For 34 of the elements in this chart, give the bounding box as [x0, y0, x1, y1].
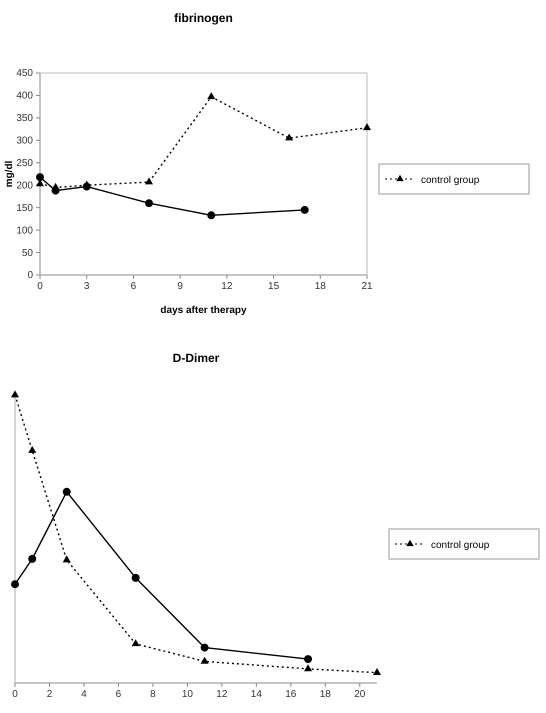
y-tick-label: 50: [22, 248, 34, 259]
y-axis-title: mg/dl: [4, 160, 15, 188]
y-tick-label: 300: [16, 136, 34, 147]
y-tick-label: 250: [16, 158, 34, 169]
x-tick-label: 0: [37, 281, 44, 292]
x-tick-label: 21: [361, 281, 373, 292]
x-tick-label: 3: [84, 281, 90, 292]
x-tick-label: 12: [221, 281, 233, 292]
x-tick-label: 15: [268, 281, 280, 292]
y-tick-label: 400: [16, 90, 34, 102]
x-tick-label: 8: [150, 689, 156, 700]
x-tick-label: 6: [116, 689, 122, 700]
y-tick-label: 350: [16, 113, 34, 124]
x-tick-label: 16: [285, 689, 297, 700]
x-tick-label: 10: [182, 689, 194, 700]
x-tick-label: 4: [81, 689, 88, 700]
y-tick-label: 450: [16, 68, 34, 80]
x-tick-label: 12: [216, 689, 228, 700]
x-tick-label: 18: [320, 689, 332, 700]
y-tick-label: 0: [27, 270, 34, 282]
y-tick-label: 150: [16, 202, 34, 214]
y-tick-label: 100: [16, 225, 34, 236]
x-tick-label: 18: [314, 281, 326, 292]
x-tick-label: 14: [250, 689, 262, 700]
x-tick-label: 6: [130, 281, 137, 292]
chart-title: fibrinogen: [174, 11, 233, 25]
x-tick-label: 2: [46, 689, 53, 700]
y-tick-label: 200: [16, 180, 34, 192]
legend-label: control group: [431, 540, 490, 551]
legend-label: control group: [421, 175, 480, 186]
x-axis-title: days after therapy: [160, 305, 248, 316]
x-tick-label: 20: [354, 689, 366, 700]
x-tick-label: 9: [177, 281, 184, 292]
chart-title: D-Dimer: [172, 351, 220, 365]
